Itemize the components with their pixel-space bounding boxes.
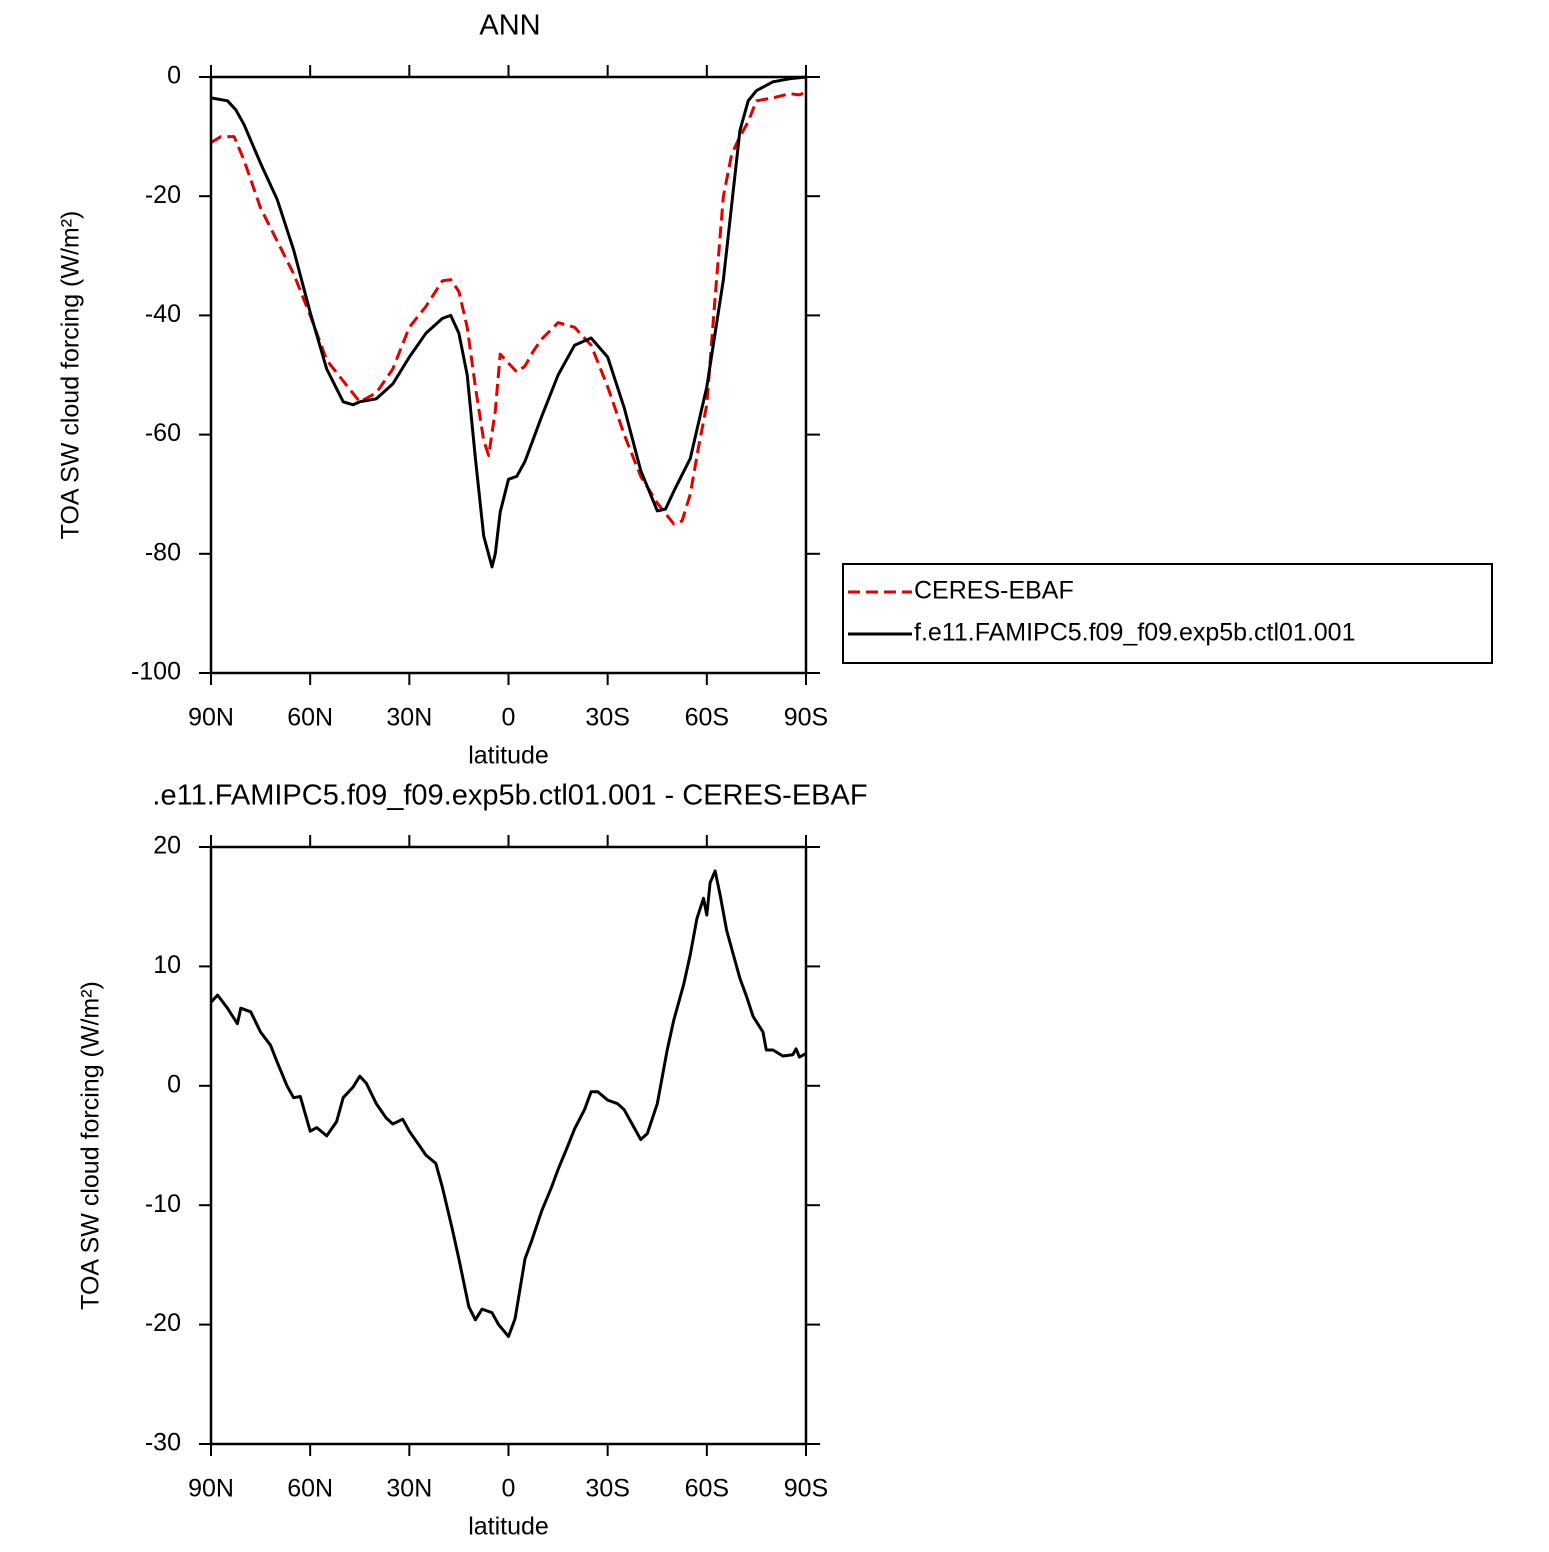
plot-frame: [209, 75, 808, 675]
y-tick-label: -30: [145, 1429, 181, 1457]
x-tick-label: 60S: [685, 1475, 729, 1503]
y-tick-label: 10: [153, 951, 181, 979]
y-tick-label: -20: [145, 1309, 181, 1337]
x-tick-label: 60N: [287, 1475, 333, 1503]
legend-label: f.e11.FAMIPC5.f09_f09.exp5b.ctl01.001: [914, 619, 1356, 647]
x-axis-label: latitude: [468, 1513, 549, 1541]
chart-title: ANN: [479, 10, 540, 42]
y-tick-label: -20: [145, 181, 181, 209]
x-tick-label: 0: [502, 704, 516, 732]
legend-label: CERES-EBAF: [914, 577, 1074, 605]
y-tick-label: 0: [167, 1070, 181, 1098]
x-tick-label: 30S: [585, 1475, 629, 1503]
data-line: [209, 869, 807, 1338]
x-tick-label: 90S: [784, 1475, 828, 1503]
legend-box: [842, 563, 1493, 664]
x-tick-label: 60S: [685, 704, 729, 732]
y-axis-label: TOA SW cloud forcing (W/m²): [77, 981, 105, 1310]
x-tick-label: 0: [502, 1475, 516, 1503]
y-tick-label: -10: [145, 1190, 181, 1218]
chart-title: .e11.FAMIPC5.f09_f09.exp5b.ctl01.001 - C…: [152, 780, 867, 812]
data-line: [210, 75, 807, 569]
x-tick-label: 30S: [585, 704, 629, 732]
y-axis-label: TOA SW cloud forcing (W/m²): [57, 211, 85, 540]
x-tick-label: 30N: [386, 704, 432, 732]
data-line: [210, 90, 807, 526]
y-tick-label: -80: [145, 538, 181, 566]
y-tick-label: -40: [145, 300, 181, 328]
plot-frame: [209, 845, 808, 1446]
y-tick-label: -60: [145, 419, 181, 447]
x-tick-label: 90N: [188, 704, 234, 732]
x-tick-label: 60N: [287, 704, 333, 732]
x-tick-label: 90N: [188, 1475, 234, 1503]
y-tick-label: -100: [131, 658, 181, 686]
x-axis-label: latitude: [468, 742, 549, 770]
y-tick-label: 0: [167, 62, 181, 90]
x-tick-label: 90S: [784, 704, 828, 732]
y-tick-label: 20: [153, 832, 181, 860]
x-tick-label: 30N: [386, 1475, 432, 1503]
